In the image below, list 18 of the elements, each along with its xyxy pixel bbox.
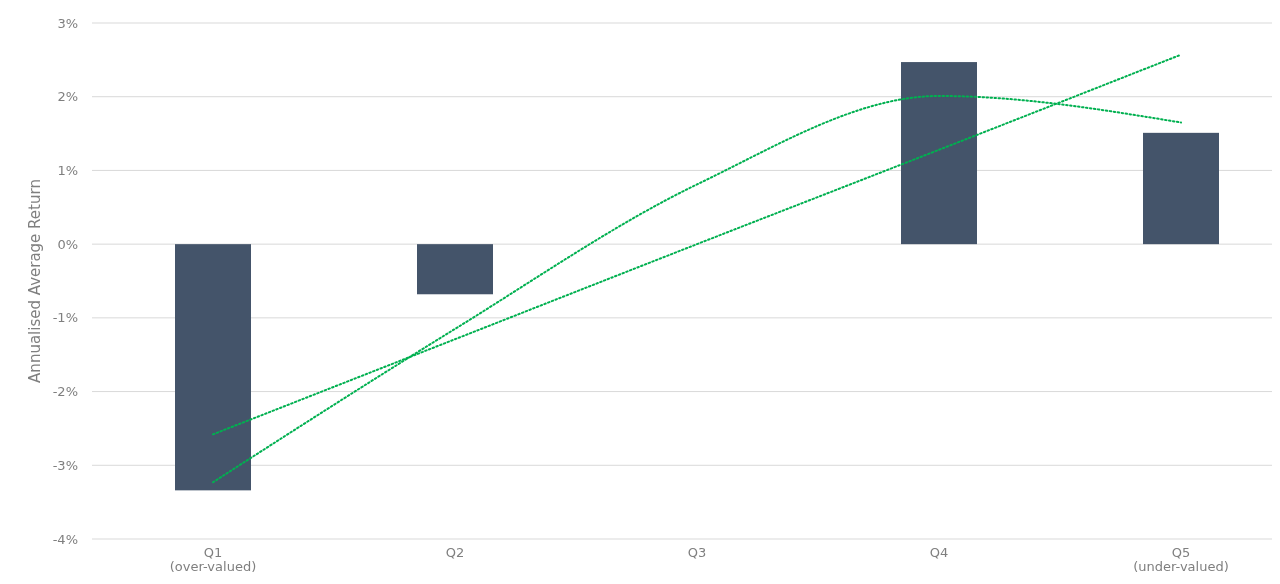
y-tick-label: 1%	[57, 162, 78, 178]
y-tick-label: -4%	[52, 531, 78, 547]
x-tick-label: Q1 (over-valued)	[169, 545, 257, 574]
y-tick-label: 2%	[57, 89, 78, 105]
y-tick-label: -3%	[52, 457, 78, 473]
bar	[175, 244, 251, 491]
x-tick-label: Q2	[445, 545, 465, 560]
x-tick-label: Q4	[929, 545, 949, 560]
y-tick-label: 3%	[57, 15, 78, 31]
bar	[417, 244, 493, 295]
y-tick-label: 0%	[57, 236, 78, 252]
bar	[901, 62, 977, 245]
y-tick-label: -2%	[52, 384, 78, 400]
x-tick-label: Q5 (under-valued)	[1133, 545, 1229, 574]
y-tick-label: -1%	[52, 310, 78, 326]
bar	[1143, 132, 1219, 245]
x-tick-label: Q3	[687, 545, 707, 560]
y-axis-title: Annualised Average Return	[26, 179, 44, 383]
